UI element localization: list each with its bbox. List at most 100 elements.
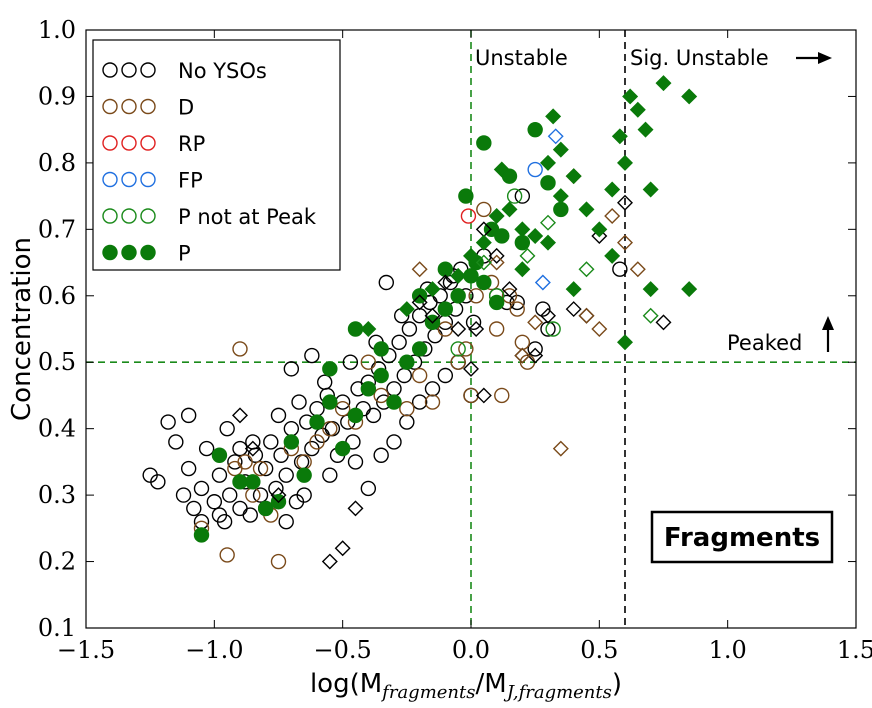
legend-item: FP [102,169,203,193]
data-point-circle [378,274,394,291]
legend-marker [140,208,156,224]
data-point-circle [450,354,466,370]
data-point-diamond [637,121,654,138]
data-point-diamond [540,214,556,231]
data-point-circle [437,367,454,384]
data-point-circle [342,354,359,370]
data-point-circle [450,341,466,357]
data-point-circle [506,188,523,204]
axis-ticks: −1.5 −1.0 −0.5 0.0 0.5 1.0 1.5 0.1 0.2 0.3 0.4 0.5 0… [38,16,872,664]
data-point-diamond [232,407,248,424]
data-point-diamond [493,161,510,178]
y-tick-label: 0.2 [38,548,76,576]
data-point-circle [501,288,518,304]
peaked-label: Peaked [727,331,802,355]
data-point-circle [334,440,351,457]
data-point-circle [180,407,197,424]
data-point-circle [463,387,479,404]
data-point-circle [252,460,269,477]
legend-label: P [178,242,191,266]
data-point-circle [219,547,235,563]
data-point-diamond [488,247,505,264]
legend-marker [121,98,137,115]
data-point-circle [283,434,300,450]
panel-label: Fragments [664,523,820,553]
legend-marker [121,62,137,78]
data-point-circle [458,341,474,357]
data-point-circle [458,188,474,204]
data-point-circle [437,321,454,337]
data-point-diamond [540,154,556,171]
data-point-circle [360,480,377,497]
legend-marker [102,208,118,224]
data-point-circle [270,407,287,424]
data-point-circle [347,454,364,470]
legend-marker [102,98,118,115]
data-point-circle [168,434,184,450]
y-tick-label: 0.4 [38,415,76,443]
x-tick-label: 1.5 [837,636,872,664]
legend-marker [140,171,156,188]
data-point-diamond [514,261,531,278]
data-point-diamond [681,88,698,105]
data-point-diamond [450,267,467,284]
data-point-circle [437,261,454,277]
data-point-diamond [629,261,646,278]
data-point-circle [334,401,351,417]
data-point-diamond [591,221,608,238]
y-tick-label: 0.3 [38,481,76,509]
data-point-diamond [468,321,485,337]
data-point-diamond [501,201,518,218]
data-point-diamond [475,234,492,251]
data-point-diamond [463,360,479,377]
data-point-circle [283,361,300,377]
legend-marker [121,208,137,224]
right-arrow-icon [796,52,832,64]
data-point-diamond [424,307,441,324]
y-tick-label: 1.0 [38,16,76,44]
data-point-circle [160,414,176,430]
data-point-circle [219,420,235,437]
up-arrow-icon [822,316,834,352]
legend-marker [140,62,156,78]
data-point-diamond [501,281,518,298]
data-point-diamond [642,181,659,198]
data-point-circle [175,487,192,503]
data-point-circle [437,301,454,317]
data-point-diamond [360,321,377,337]
data-point-circle [373,341,389,357]
data-point-circle [291,394,307,410]
x-tick-label: −0.5 [314,636,372,664]
data-point-diamond [398,301,415,318]
data-point-circle [540,175,556,191]
data-point-circle [553,201,569,218]
data-point-circle [488,321,505,337]
data-point-diamond [334,540,351,557]
legend-frame [92,39,341,271]
data-point-circle [386,434,402,450]
legend-label: No YSOs [178,59,267,83]
data-point-diamond [450,321,467,337]
data-point-diamond [424,281,441,298]
data-point-diamond [411,261,428,278]
data-point-circle [347,407,364,424]
legend-item: P not at Peak [102,205,317,229]
data-point-circle [186,500,202,517]
data-point-diamond [547,128,564,145]
data-point-circle [514,234,531,251]
data-point-circle [278,467,294,483]
data-point-circle [322,361,338,377]
data-point-circle [193,480,210,497]
data-point-circle [232,440,248,457]
data-point-circle [309,414,325,430]
data-point-circle [206,494,223,510]
data-point-circle [527,341,543,357]
data-point-circle [476,135,492,151]
data-point-circle [612,261,628,277]
data-point-diamond [347,500,364,517]
data-point-diamond [534,274,551,291]
x-tick-label: 0.0 [452,636,490,664]
data-point-diamond [565,168,582,185]
data-point-circle [237,454,253,470]
